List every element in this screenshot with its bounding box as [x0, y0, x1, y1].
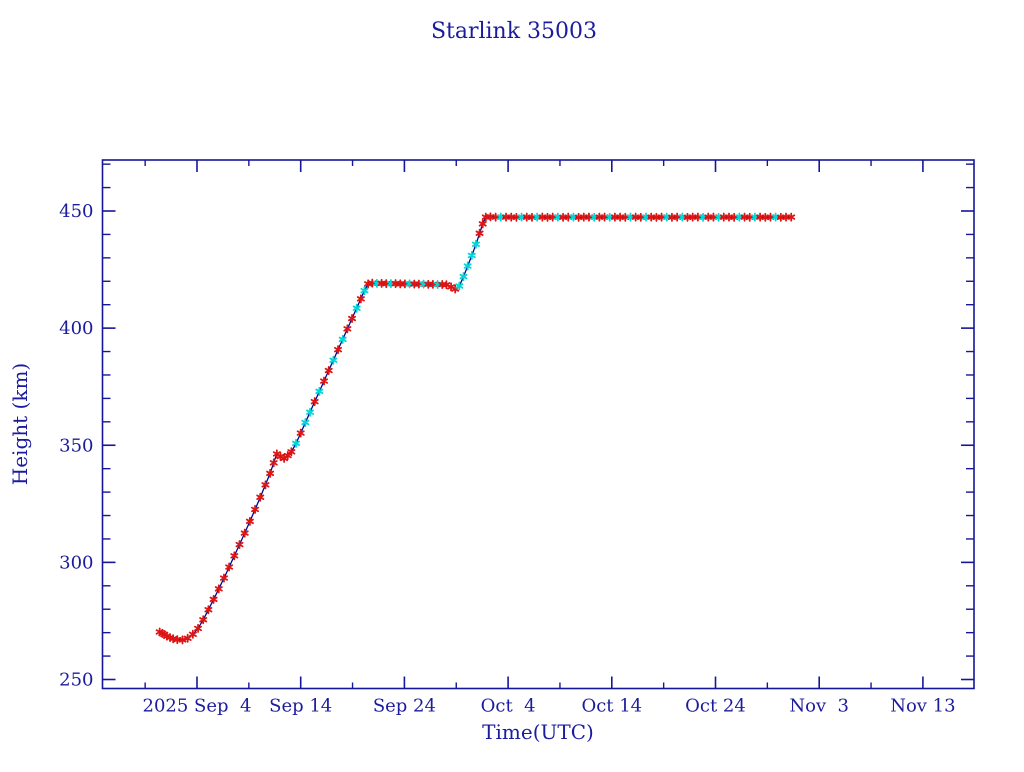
data-point-marker-cyan — [338, 334, 347, 344]
data-point-marker-red — [334, 345, 343, 355]
x-axis-label: Time(UTC) — [482, 720, 594, 744]
data-point-marker-red — [324, 366, 333, 376]
data-point-marker-red — [219, 573, 228, 583]
data-point-marker-cyan — [455, 281, 464, 291]
x-tick-label: Oct 4 — [481, 696, 536, 717]
data-point-marker-red — [204, 605, 213, 615]
data-point-marker-red — [240, 528, 249, 538]
data-point-marker-red — [230, 551, 239, 561]
data-point-marker-red — [343, 324, 352, 334]
data-line — [159, 216, 792, 641]
x-tick-label: Nov 13 — [890, 696, 955, 717]
data-point-marker-cyan — [471, 239, 480, 249]
data-point-marker-red — [356, 294, 365, 304]
x-tick-label: Sep 14 — [269, 696, 332, 717]
chart-title: Starlink 35003 — [431, 19, 597, 44]
data-point-marker-red — [348, 314, 357, 324]
data-point-marker-cyan — [301, 418, 310, 428]
x-tick-label: Oct 14 — [581, 696, 642, 717]
y-tick-label: 450 — [59, 201, 93, 222]
data-point-marker-red — [199, 615, 208, 625]
data-point-marker-red — [287, 447, 296, 457]
data-point-marker-cyan — [352, 303, 361, 313]
data-markers — [155, 212, 796, 645]
data-point-marker-red — [787, 212, 796, 222]
data-point-marker-red — [245, 516, 254, 526]
data-point-marker-red — [256, 492, 265, 502]
data-point-marker-cyan — [315, 386, 324, 396]
data-point-marker-red — [320, 376, 329, 386]
data-point-marker-red — [178, 635, 187, 645]
data-point-marker-red — [183, 633, 192, 643]
data-point-marker-red — [214, 584, 223, 594]
data-point-marker-red — [269, 458, 278, 468]
data-point-marker-red — [235, 540, 244, 550]
data-point-marker-cyan — [467, 251, 476, 261]
y-tick-label: 250 — [59, 670, 93, 691]
x-tick-label: Oct 24 — [685, 696, 746, 717]
y-tick-label: 350 — [59, 435, 93, 456]
data-point-marker-red — [296, 428, 305, 438]
tick-labels: 2025 Sep 4 Sep 14 Sep 24 Oct 4 Oct 14 Oct 24 N… — [59, 201, 955, 717]
y-tick-label: 400 — [59, 318, 93, 339]
data-point-marker-red — [475, 228, 484, 238]
data-point-marker-red — [194, 623, 203, 633]
data-point-marker-red — [209, 594, 218, 604]
x-tick-label: Nov 3 — [789, 696, 849, 717]
axis-ticks — [102, 160, 974, 689]
plot-box — [101, 159, 975, 690]
height-series-line — [159, 216, 792, 641]
data-point-marker-cyan — [463, 261, 472, 271]
data-point-marker-red — [188, 629, 197, 639]
plot-border — [101, 159, 975, 690]
x-tick-label: Sep 24 — [373, 696, 436, 717]
data-point-marker-cyan — [292, 438, 301, 448]
data-point-marker-red — [261, 480, 270, 490]
data-point-marker-cyan — [360, 286, 369, 296]
data-point-marker-red — [478, 219, 487, 229]
data-point-marker-red — [225, 562, 234, 572]
y-axis-label: Height (km) — [8, 363, 32, 485]
y-tick-label: 300 — [59, 552, 93, 573]
x-tick-label: 2025 Sep 4 — [143, 696, 252, 717]
data-point-marker-red — [266, 468, 275, 478]
data-point-marker-red — [310, 397, 319, 407]
data-point-marker-cyan — [329, 355, 338, 365]
data-point-marker-cyan — [459, 272, 468, 282]
data-point-marker-red — [251, 504, 260, 514]
data-point-marker-cyan — [306, 407, 315, 417]
